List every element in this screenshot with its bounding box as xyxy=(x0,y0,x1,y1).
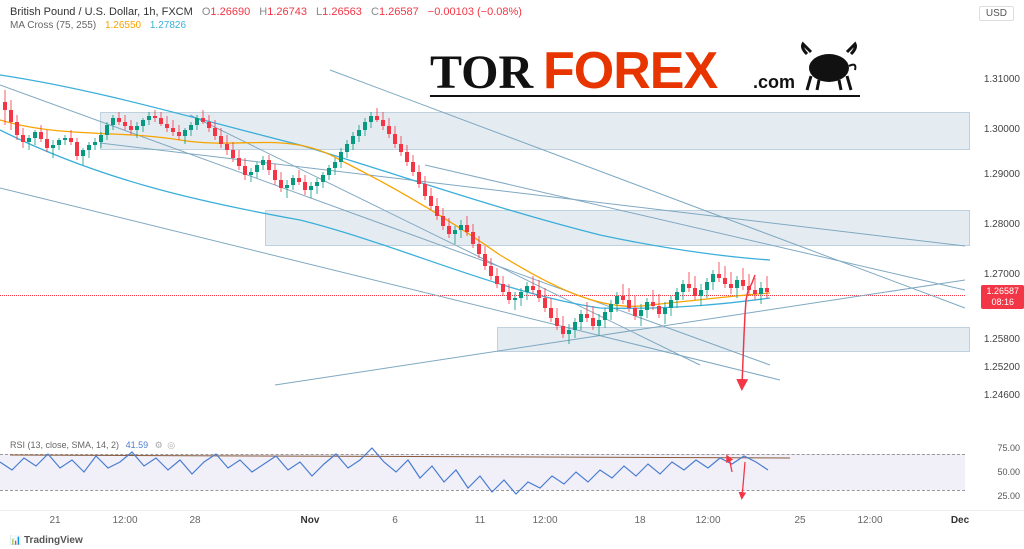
price-axis-label: 1.29000 xyxy=(984,169,1020,180)
rsi-eye-icon[interactable]: ◎ xyxy=(167,440,175,450)
tradingview-footer[interactable]: TradingView xyxy=(24,535,83,546)
rsi-axis-label: 25.00 xyxy=(997,491,1020,501)
time-axis-label: 12:00 xyxy=(112,515,137,526)
l-val: 1.26563 xyxy=(322,6,362,18)
symbol-title[interactable]: British Pound / U.S. Dollar, 1h, FXCM xyxy=(10,6,193,18)
c-label: C xyxy=(371,6,379,18)
price-axis-label: 1.28000 xyxy=(984,219,1020,230)
time-axis-label: 28 xyxy=(189,515,200,526)
ma-label[interactable]: MA Cross (75, 255) xyxy=(10,20,96,31)
time-axis-label: 12:00 xyxy=(532,515,557,526)
time-axis-label: 11 xyxy=(475,515,485,526)
logo-com: .com xyxy=(753,72,795,92)
price-axis-label: 1.24600 xyxy=(984,390,1020,401)
h-label: H xyxy=(259,6,267,18)
h-val: 1.26743 xyxy=(267,6,307,18)
logo-tor: TOR xyxy=(430,46,534,99)
price-axis-label: 1.25800 xyxy=(984,334,1020,345)
time-axis-label: Nov xyxy=(301,515,320,526)
change-val: −0.00103 (−0.08%) xyxy=(428,6,522,18)
rsi-axis-label: 75.00 xyxy=(997,443,1020,453)
rsi-label[interactable]: RSI (13, close, SMA, 14, 2) xyxy=(10,440,119,450)
price-tag-price: 1.26587 xyxy=(986,286,1019,297)
price-axis-label: 1.25200 xyxy=(984,362,1020,373)
rsi-panel[interactable]: RSI (13, close, SMA, 14, 2) 41.59 ⚙ ◎ 75… xyxy=(0,440,1024,505)
ma-v2: 1.27826 xyxy=(150,20,186,31)
time-axis-label: 21 xyxy=(49,515,60,526)
time-axis[interactable]: 21 12:00 28 Nov 6 11 12:00 18 12:00 25 12:00 Dec xyxy=(0,510,1024,530)
time-axis-label: 12:00 xyxy=(857,515,882,526)
o-val: 1.26690 xyxy=(210,6,250,18)
time-axis-label: 12:00 xyxy=(695,515,720,526)
price-axis-label: 1.31000 xyxy=(984,74,1020,85)
time-axis-label: 25 xyxy=(794,515,805,526)
rsi-axis-label: 50.00 xyxy=(997,467,1020,477)
rsi-settings-icon[interactable]: ⚙ xyxy=(155,440,163,450)
time-axis-label: 18 xyxy=(634,515,645,526)
price-axis-label: 1.27000 xyxy=(984,269,1020,280)
chart-header: British Pound / U.S. Dollar, 1h, FXCM O1… xyxy=(10,6,522,31)
time-axis-label: Dec xyxy=(951,515,969,526)
price-axis-label: 1.30000 xyxy=(984,124,1020,135)
rsi-value: 41.59 xyxy=(126,440,149,450)
price-tag-countdown: 08:16 xyxy=(986,297,1019,308)
currency-badge[interactable]: USD xyxy=(979,6,1014,21)
time-axis-label: 6 xyxy=(392,515,398,526)
watermark-logo: TOR FOREX .com xyxy=(430,38,930,108)
logo-forex: FOREX xyxy=(543,42,718,100)
c-val: 1.26587 xyxy=(379,6,419,18)
current-price-tag: 1.26587 08:16 xyxy=(981,285,1024,309)
ma-v1: 1.26550 xyxy=(105,20,141,31)
